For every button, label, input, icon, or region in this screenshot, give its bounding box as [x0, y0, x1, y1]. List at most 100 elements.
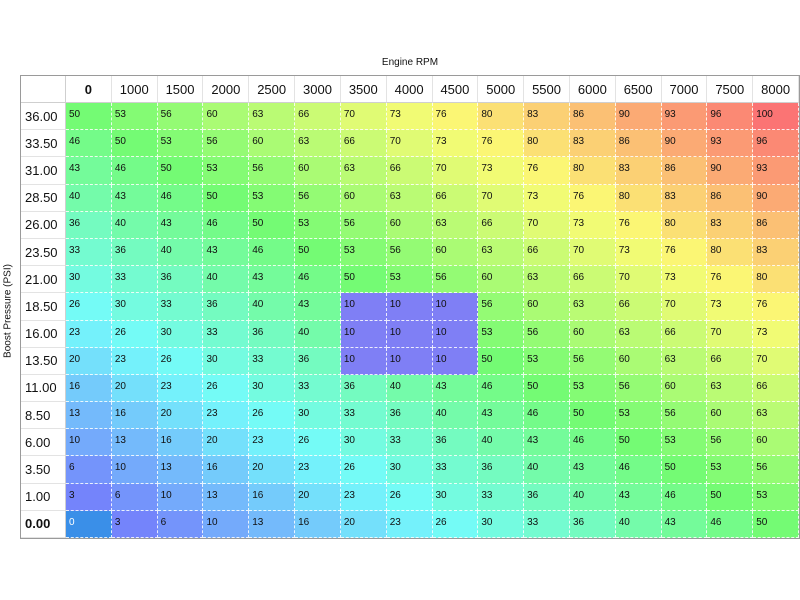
- map-cell[interactable]: 50: [615, 429, 662, 457]
- map-cell[interactable]: 36: [295, 347, 341, 375]
- map-cell[interactable]: 10: [340, 347, 387, 375]
- map-cell[interactable]: 30: [157, 320, 204, 348]
- map-cell[interactable]: 13: [249, 510, 296, 538]
- map-cell[interactable]: 50: [340, 266, 387, 294]
- map-cell[interactable]: 53: [615, 402, 662, 430]
- map-cell[interactable]: 40: [386, 374, 433, 403]
- map-cell[interactable]: 90: [661, 130, 708, 158]
- boost-row-header[interactable]: 31.00: [21, 157, 66, 185]
- map-cell[interactable]: 36: [340, 374, 387, 403]
- map-cell[interactable]: 70: [478, 184, 525, 212]
- map-cell[interactable]: 36: [66, 211, 112, 239]
- map-cell[interactable]: 56: [615, 374, 662, 403]
- boost-row-header[interactable]: 18.50: [21, 293, 66, 321]
- map-cell[interactable]: 36: [432, 429, 479, 457]
- map-cell[interactable]: 33: [432, 456, 479, 484]
- map-cell[interactable]: 46: [295, 266, 341, 294]
- map-cell[interactable]: 43: [203, 238, 250, 267]
- map-cell[interactable]: 46: [157, 184, 204, 212]
- map-cell[interactable]: 20: [295, 483, 341, 511]
- map-cell[interactable]: 86: [707, 184, 754, 212]
- map-cell[interactable]: 53: [524, 347, 570, 375]
- map-cell[interactable]: 13: [66, 402, 112, 430]
- map-cell[interactable]: 50: [524, 374, 570, 403]
- map-cell[interactable]: 30: [340, 429, 387, 457]
- map-cell[interactable]: 43: [157, 211, 204, 239]
- map-cell[interactable]: 40: [524, 456, 570, 484]
- map-cell[interactable]: 26: [249, 402, 296, 430]
- rpm-column-header[interactable]: 3000: [295, 76, 341, 103]
- map-cell[interactable]: 76: [615, 211, 662, 239]
- map-cell[interactable]: 83: [569, 130, 616, 158]
- map-cell[interactable]: 20: [66, 347, 112, 375]
- map-cell[interactable]: 56: [753, 456, 799, 484]
- boost-row-header[interactable]: 11.00: [21, 374, 66, 403]
- map-cell[interactable]: 30: [203, 347, 250, 375]
- map-cell[interactable]: 60: [295, 157, 341, 185]
- map-cell[interactable]: 70: [432, 157, 479, 185]
- map-cell[interactable]: 23: [249, 429, 296, 457]
- map-cell[interactable]: 53: [478, 320, 525, 348]
- map-cell[interactable]: 46: [615, 456, 662, 484]
- map-cell[interactable]: 90: [615, 103, 662, 131]
- map-cell[interactable]: 56: [707, 429, 754, 457]
- map-cell[interactable]: 66: [753, 374, 799, 403]
- boost-row-header[interactable]: 3.50: [21, 456, 66, 484]
- map-cell[interactable]: 80: [661, 211, 708, 239]
- map-cell[interactable]: 50: [295, 238, 341, 267]
- map-cell[interactable]: 20: [340, 510, 387, 538]
- map-cell[interactable]: 56: [157, 103, 204, 131]
- map-cell[interactable]: 73: [432, 130, 479, 158]
- map-cell[interactable]: 80: [753, 266, 799, 294]
- map-cell[interactable]: 40: [66, 184, 112, 212]
- map-cell[interactable]: 26: [111, 320, 158, 348]
- map-cell[interactable]: 30: [249, 374, 296, 403]
- map-cell[interactable]: 56: [661, 402, 708, 430]
- map-cell[interactable]: 80: [615, 184, 662, 212]
- map-cell[interactable]: 40: [249, 293, 296, 321]
- map-cell[interactable]: 16: [295, 510, 341, 538]
- map-cell[interactable]: 16: [203, 456, 250, 484]
- map-cell[interactable]: 93: [707, 130, 754, 158]
- boost-row-header[interactable]: 6.00: [21, 429, 66, 457]
- map-cell[interactable]: 10: [432, 320, 479, 348]
- rpm-column-header[interactable]: 8000: [753, 76, 799, 103]
- boost-row-header[interactable]: 0.00: [21, 510, 66, 538]
- map-cell[interactable]: 66: [569, 266, 616, 294]
- map-cell[interactable]: 56: [386, 238, 433, 267]
- map-cell[interactable]: 70: [615, 266, 662, 294]
- map-cell[interactable]: 53: [661, 429, 708, 457]
- map-cell[interactable]: 60: [203, 103, 250, 131]
- map-cell[interactable]: 63: [432, 211, 479, 239]
- map-cell[interactable]: 50: [661, 456, 708, 484]
- map-cell[interactable]: 70: [340, 103, 387, 131]
- map-cell[interactable]: 20: [249, 456, 296, 484]
- map-cell[interactable]: 76: [432, 103, 479, 131]
- map-cell[interactable]: 16: [66, 374, 112, 403]
- map-cell[interactable]: 30: [386, 456, 433, 484]
- map-cell[interactable]: 73: [478, 157, 525, 185]
- map-cell[interactable]: 13: [203, 483, 250, 511]
- map-cell[interactable]: 53: [569, 374, 616, 403]
- map-cell[interactable]: 10: [157, 483, 204, 511]
- map-cell[interactable]: 26: [203, 374, 250, 403]
- map-cell[interactable]: 63: [340, 157, 387, 185]
- map-cell[interactable]: 16: [249, 483, 296, 511]
- map-cell[interactable]: 23: [203, 402, 250, 430]
- map-cell[interactable]: 43: [249, 266, 296, 294]
- map-cell[interactable]: 26: [386, 483, 433, 511]
- map-cell[interactable]: 10: [66, 429, 112, 457]
- map-cell[interactable]: 33: [66, 238, 112, 267]
- map-cell[interactable]: 90: [753, 184, 799, 212]
- boost-row-header[interactable]: 13.50: [21, 347, 66, 375]
- map-cell[interactable]: 43: [478, 402, 525, 430]
- map-cell[interactable]: 60: [249, 130, 296, 158]
- map-cell[interactable]: 10: [340, 293, 387, 321]
- map-cell[interactable]: 10: [111, 456, 158, 484]
- map-cell[interactable]: 76: [661, 238, 708, 267]
- map-cell[interactable]: 83: [524, 103, 570, 131]
- map-cell[interactable]: 93: [661, 103, 708, 131]
- map-cell[interactable]: 6: [157, 510, 204, 538]
- map-cell[interactable]: 60: [432, 238, 479, 267]
- map-cell[interactable]: 33: [111, 266, 158, 294]
